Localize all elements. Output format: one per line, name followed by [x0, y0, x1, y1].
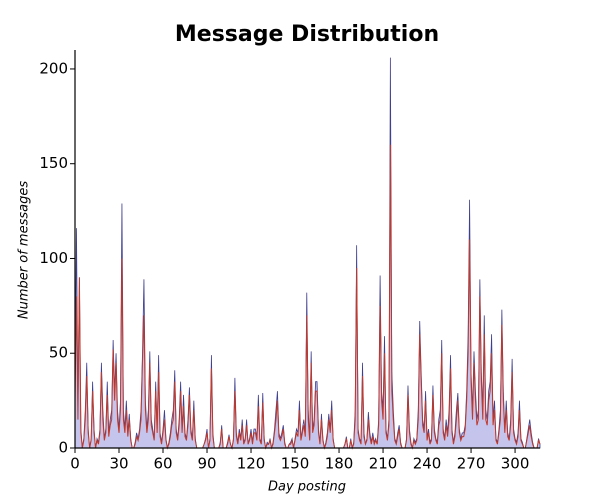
x-tick-label: 0 [70, 455, 80, 473]
line [74, 144, 541, 450]
x-tick-label: 300 [501, 455, 530, 473]
x-tick-label: 240 [413, 455, 442, 473]
x-tick-label: 180 [325, 455, 354, 473]
chart-title: Message Distribution [175, 22, 439, 47]
x-tick-label: 270 [457, 455, 486, 473]
x-tick-label: 210 [369, 455, 398, 473]
y-tick-label: 0 [58, 439, 68, 457]
x-tick-label: 150 [281, 455, 310, 473]
x-tick-label: 120 [237, 455, 266, 473]
x-tick-label: 60 [153, 455, 172, 473]
y-tick-label: 200 [39, 59, 68, 77]
y-tick-label: 150 [39, 154, 68, 172]
y-tick-label: 50 [49, 344, 68, 362]
x-axis-label: Day posting [268, 480, 346, 495]
x-tick-label: 30 [109, 455, 128, 473]
y-axis-label: Number of messages [17, 181, 32, 319]
x-tick-label: 90 [197, 455, 216, 473]
y-tick-label: 100 [39, 249, 68, 267]
